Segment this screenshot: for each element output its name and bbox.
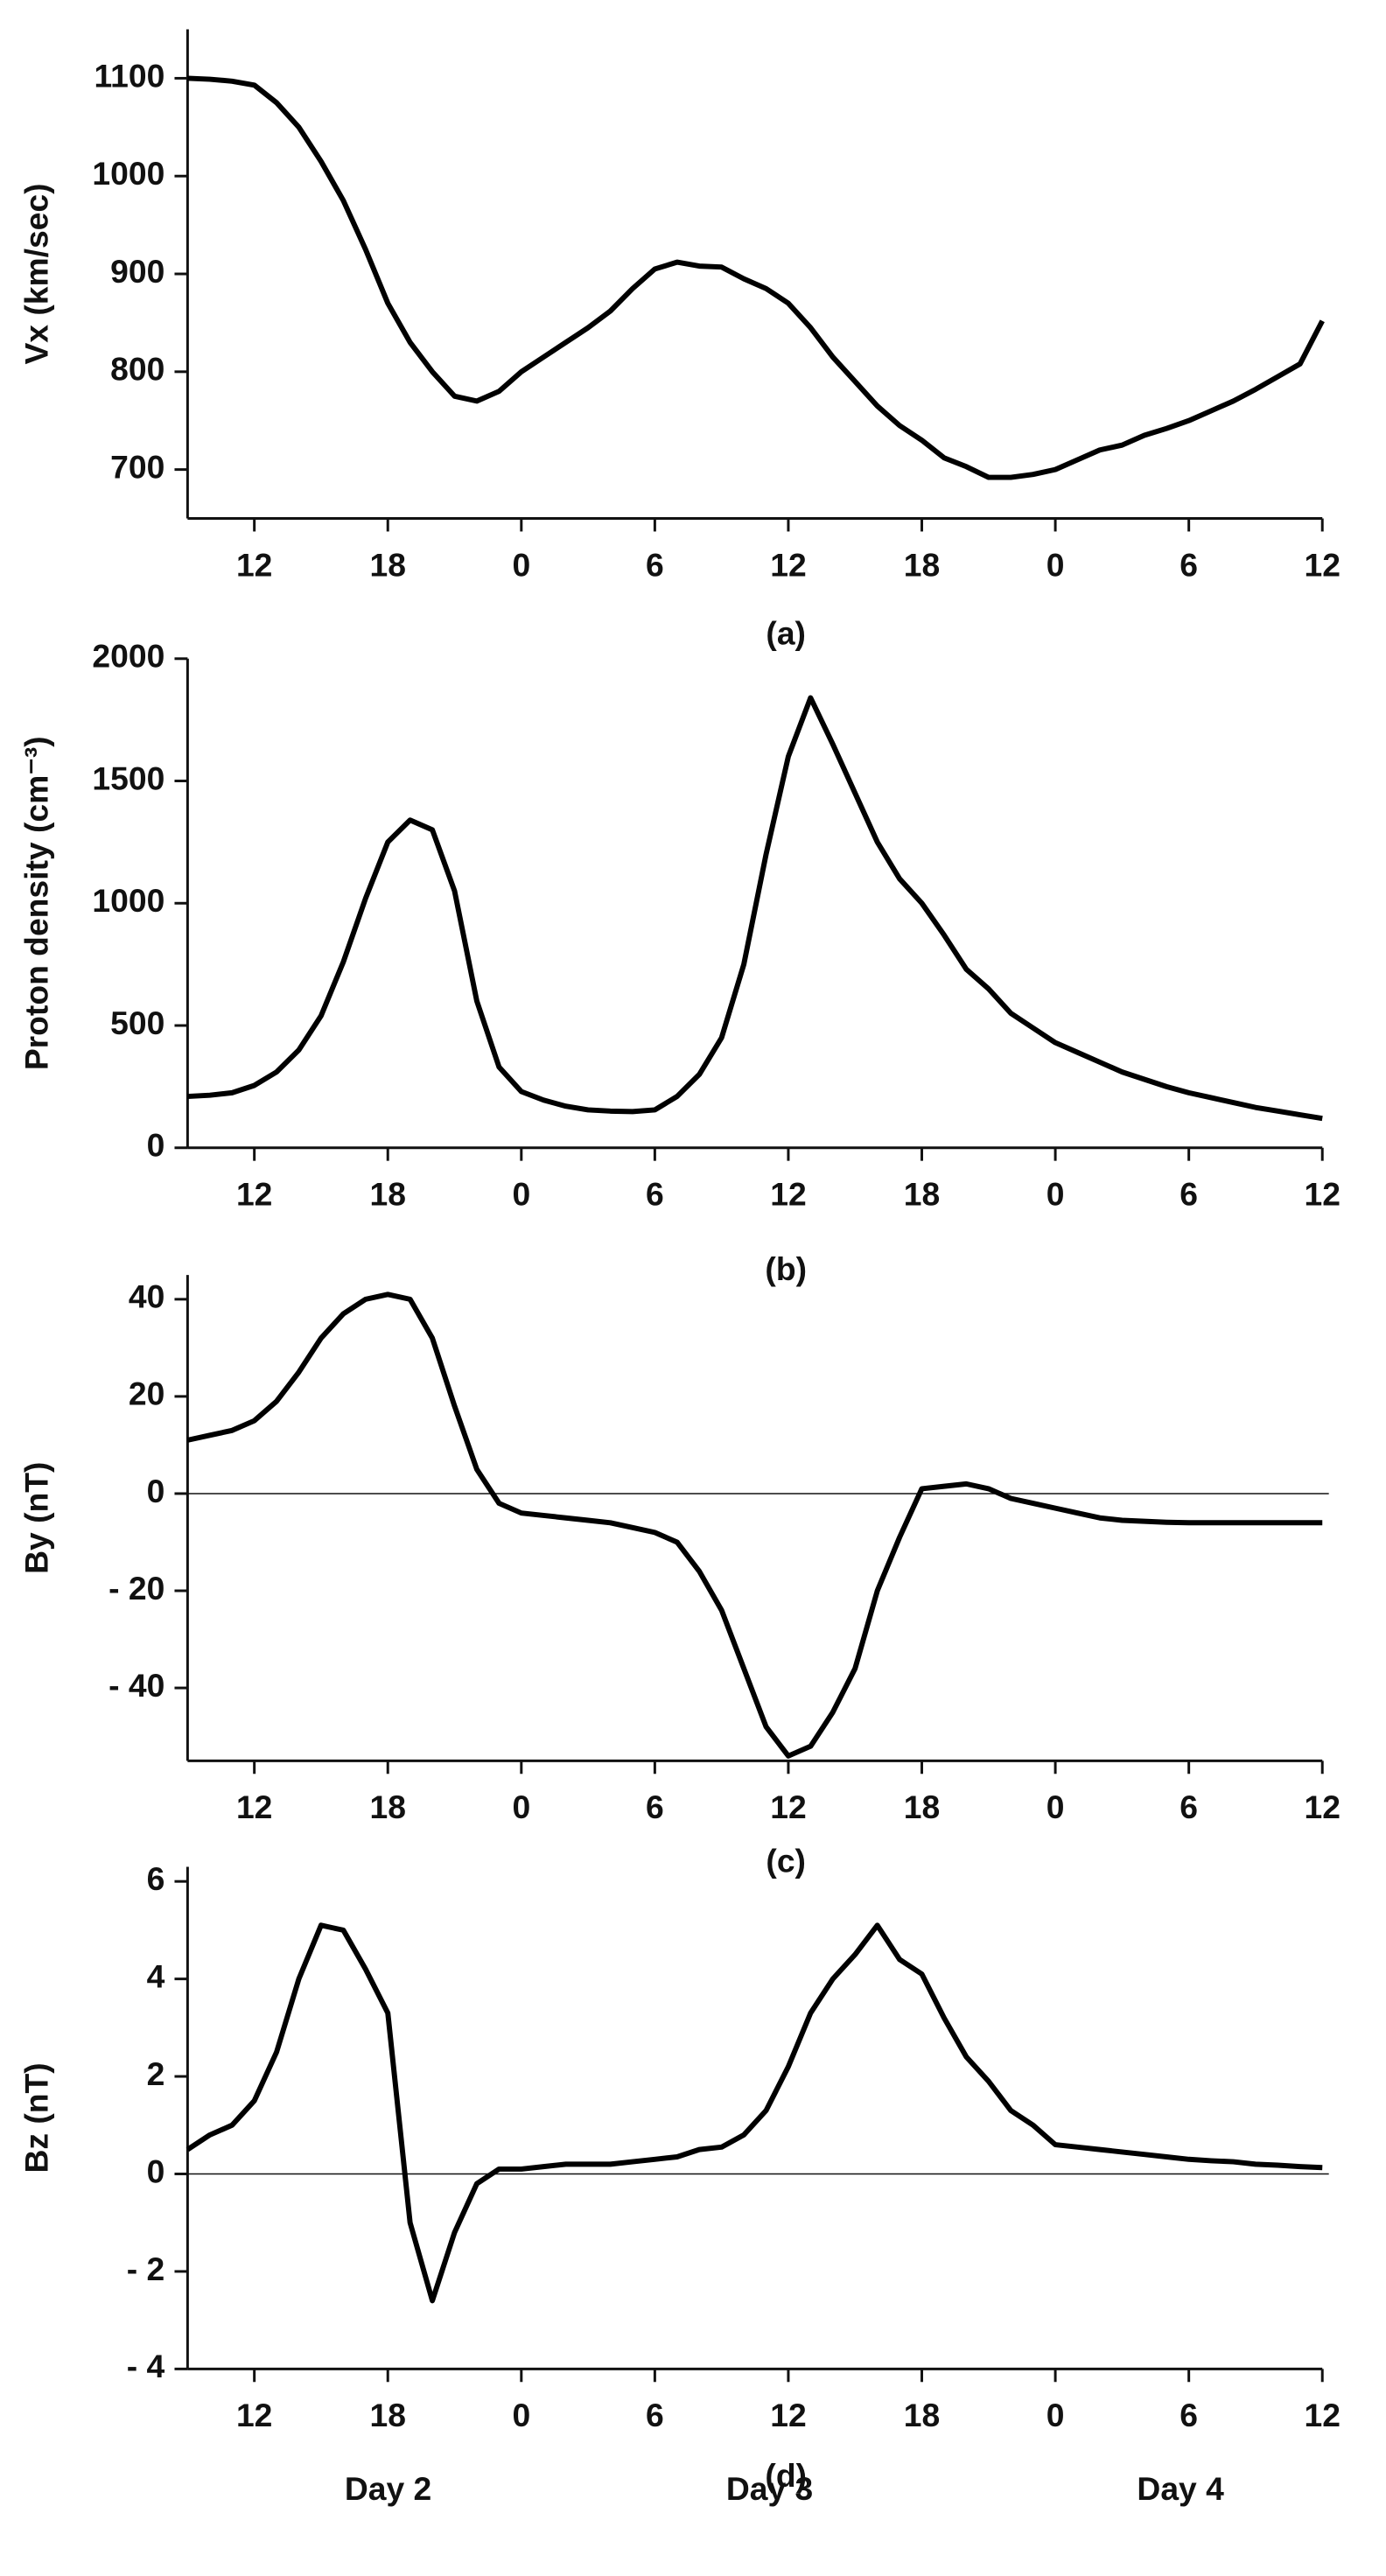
x-tick-label: 18 xyxy=(904,2397,940,2433)
x-tick-label: 0 xyxy=(512,546,530,583)
day-label: Day 3 xyxy=(726,2470,813,2507)
y-tick-label: 0 xyxy=(147,1127,165,1164)
y-tick-label: 800 xyxy=(110,351,164,388)
x-tick-label: 12 xyxy=(1305,546,1340,583)
x-tick-label: 18 xyxy=(370,1788,406,1825)
panel: - 4 - 2 0 2 4 6 12 18 0 6 12 18 0 6 12 Bz (nT) (d) Day 2 D… xyxy=(18,1860,1340,2507)
x-tick-label: 12 xyxy=(1305,1788,1340,1825)
x-tick-label: 12 xyxy=(770,1175,806,1212)
y-tick-label: - 20 xyxy=(108,1570,164,1606)
x-tick-label: 12 xyxy=(236,2397,272,2433)
data-line xyxy=(187,695,1323,1122)
x-tick-label: 18 xyxy=(370,1175,406,1212)
y-tick-label: 900 xyxy=(110,253,164,290)
y-tick-label: - 4 xyxy=(127,2348,165,2384)
data-line xyxy=(187,75,1325,480)
panel: 0 500 1000 1500 2000 12 18 0 6 12 18 0 6 12 Proton den… xyxy=(18,638,1340,1288)
y-tick-label: - 2 xyxy=(127,2250,164,2287)
x-tick-label: 12 xyxy=(1305,2397,1340,2433)
x-tick-label: 18 xyxy=(904,546,940,583)
x-tick-label: 12 xyxy=(236,1175,272,1212)
x-tick-label: 0 xyxy=(1046,1788,1065,1825)
x-tick-label: 6 xyxy=(646,1175,664,1212)
y-axis-label: Vx (km/sec) xyxy=(18,184,55,365)
x-tick-label: 0 xyxy=(512,1788,530,1825)
y-tick-label: 2 xyxy=(147,2055,165,2092)
data-line xyxy=(186,1292,1323,1759)
x-tick-label: 12 xyxy=(770,1788,806,1825)
x-tick-label: 18 xyxy=(904,1175,940,1212)
y-tick-label: 1100 xyxy=(94,57,164,94)
y-tick-label: 2000 xyxy=(92,638,164,675)
x-tick-label: 0 xyxy=(1046,2397,1065,2433)
x-tick-label: 0 xyxy=(1046,1175,1065,1212)
x-tick-label: 0 xyxy=(512,1175,530,1212)
x-tick-label: 18 xyxy=(370,546,406,583)
data-line xyxy=(186,1922,1323,2304)
x-tick-label: 18 xyxy=(370,2397,406,2433)
panel: 700 800 900 1000 1100 12 18 0 6 12 18 0 6 12 Vx (km/se… xyxy=(18,29,1340,652)
y-tick-label: 1500 xyxy=(92,760,164,796)
y-tick-label: 500 xyxy=(110,1004,164,1041)
y-tick-label: 20 xyxy=(129,1376,164,1412)
panel-caption: (c) xyxy=(766,1843,806,1880)
y-tick-label: 0 xyxy=(147,2152,165,2189)
x-tick-label: 6 xyxy=(646,546,664,583)
panel-caption: (d) xyxy=(765,2457,807,2494)
x-tick-label: 12 xyxy=(236,546,272,583)
x-tick-label: 6 xyxy=(646,2397,664,2433)
x-tick-label: 6 xyxy=(1180,1788,1198,1825)
panel-caption: (a) xyxy=(766,615,806,652)
y-tick-label: 700 xyxy=(110,448,164,485)
x-tick-label: 6 xyxy=(1180,1175,1198,1212)
y-axis-label: By (nT) xyxy=(18,1462,55,1574)
x-tick-label: 12 xyxy=(770,2397,806,2433)
x-tick-label: 12 xyxy=(770,546,806,583)
y-tick-label: 1000 xyxy=(92,882,164,919)
panel: - 40 - 20 0 20 40 12 18 0 6 12 18 0 6 12 By (nT) (c) xyxy=(18,1275,1340,1880)
y-tick-label: - 40 xyxy=(108,1667,164,1704)
y-axis-label: Bz (nT) xyxy=(18,2062,55,2173)
x-tick-label: 0 xyxy=(512,2397,530,2433)
x-tick-label: 12 xyxy=(1305,1175,1340,1212)
x-tick-label: 18 xyxy=(904,1788,940,1825)
y-axis-label: Proton density (cm⁻³) xyxy=(18,736,55,1070)
panel-caption: (b) xyxy=(765,1250,807,1287)
y-tick-label: 0 xyxy=(147,1473,165,1509)
y-tick-label: 40 xyxy=(129,1278,164,1315)
y-tick-label: 1000 xyxy=(92,155,164,192)
day-label: Day 2 xyxy=(345,2470,431,2507)
y-tick-label: 6 xyxy=(147,1860,165,1897)
x-tick-label: 0 xyxy=(1046,546,1065,583)
x-tick-label: 12 xyxy=(236,1788,272,1825)
y-tick-label: 4 xyxy=(147,1957,165,1994)
x-tick-label: 6 xyxy=(1180,2397,1198,2433)
x-tick-label: 6 xyxy=(1180,546,1198,583)
x-tick-label: 6 xyxy=(646,1788,664,1825)
day-label: Day 4 xyxy=(1137,2470,1224,2507)
